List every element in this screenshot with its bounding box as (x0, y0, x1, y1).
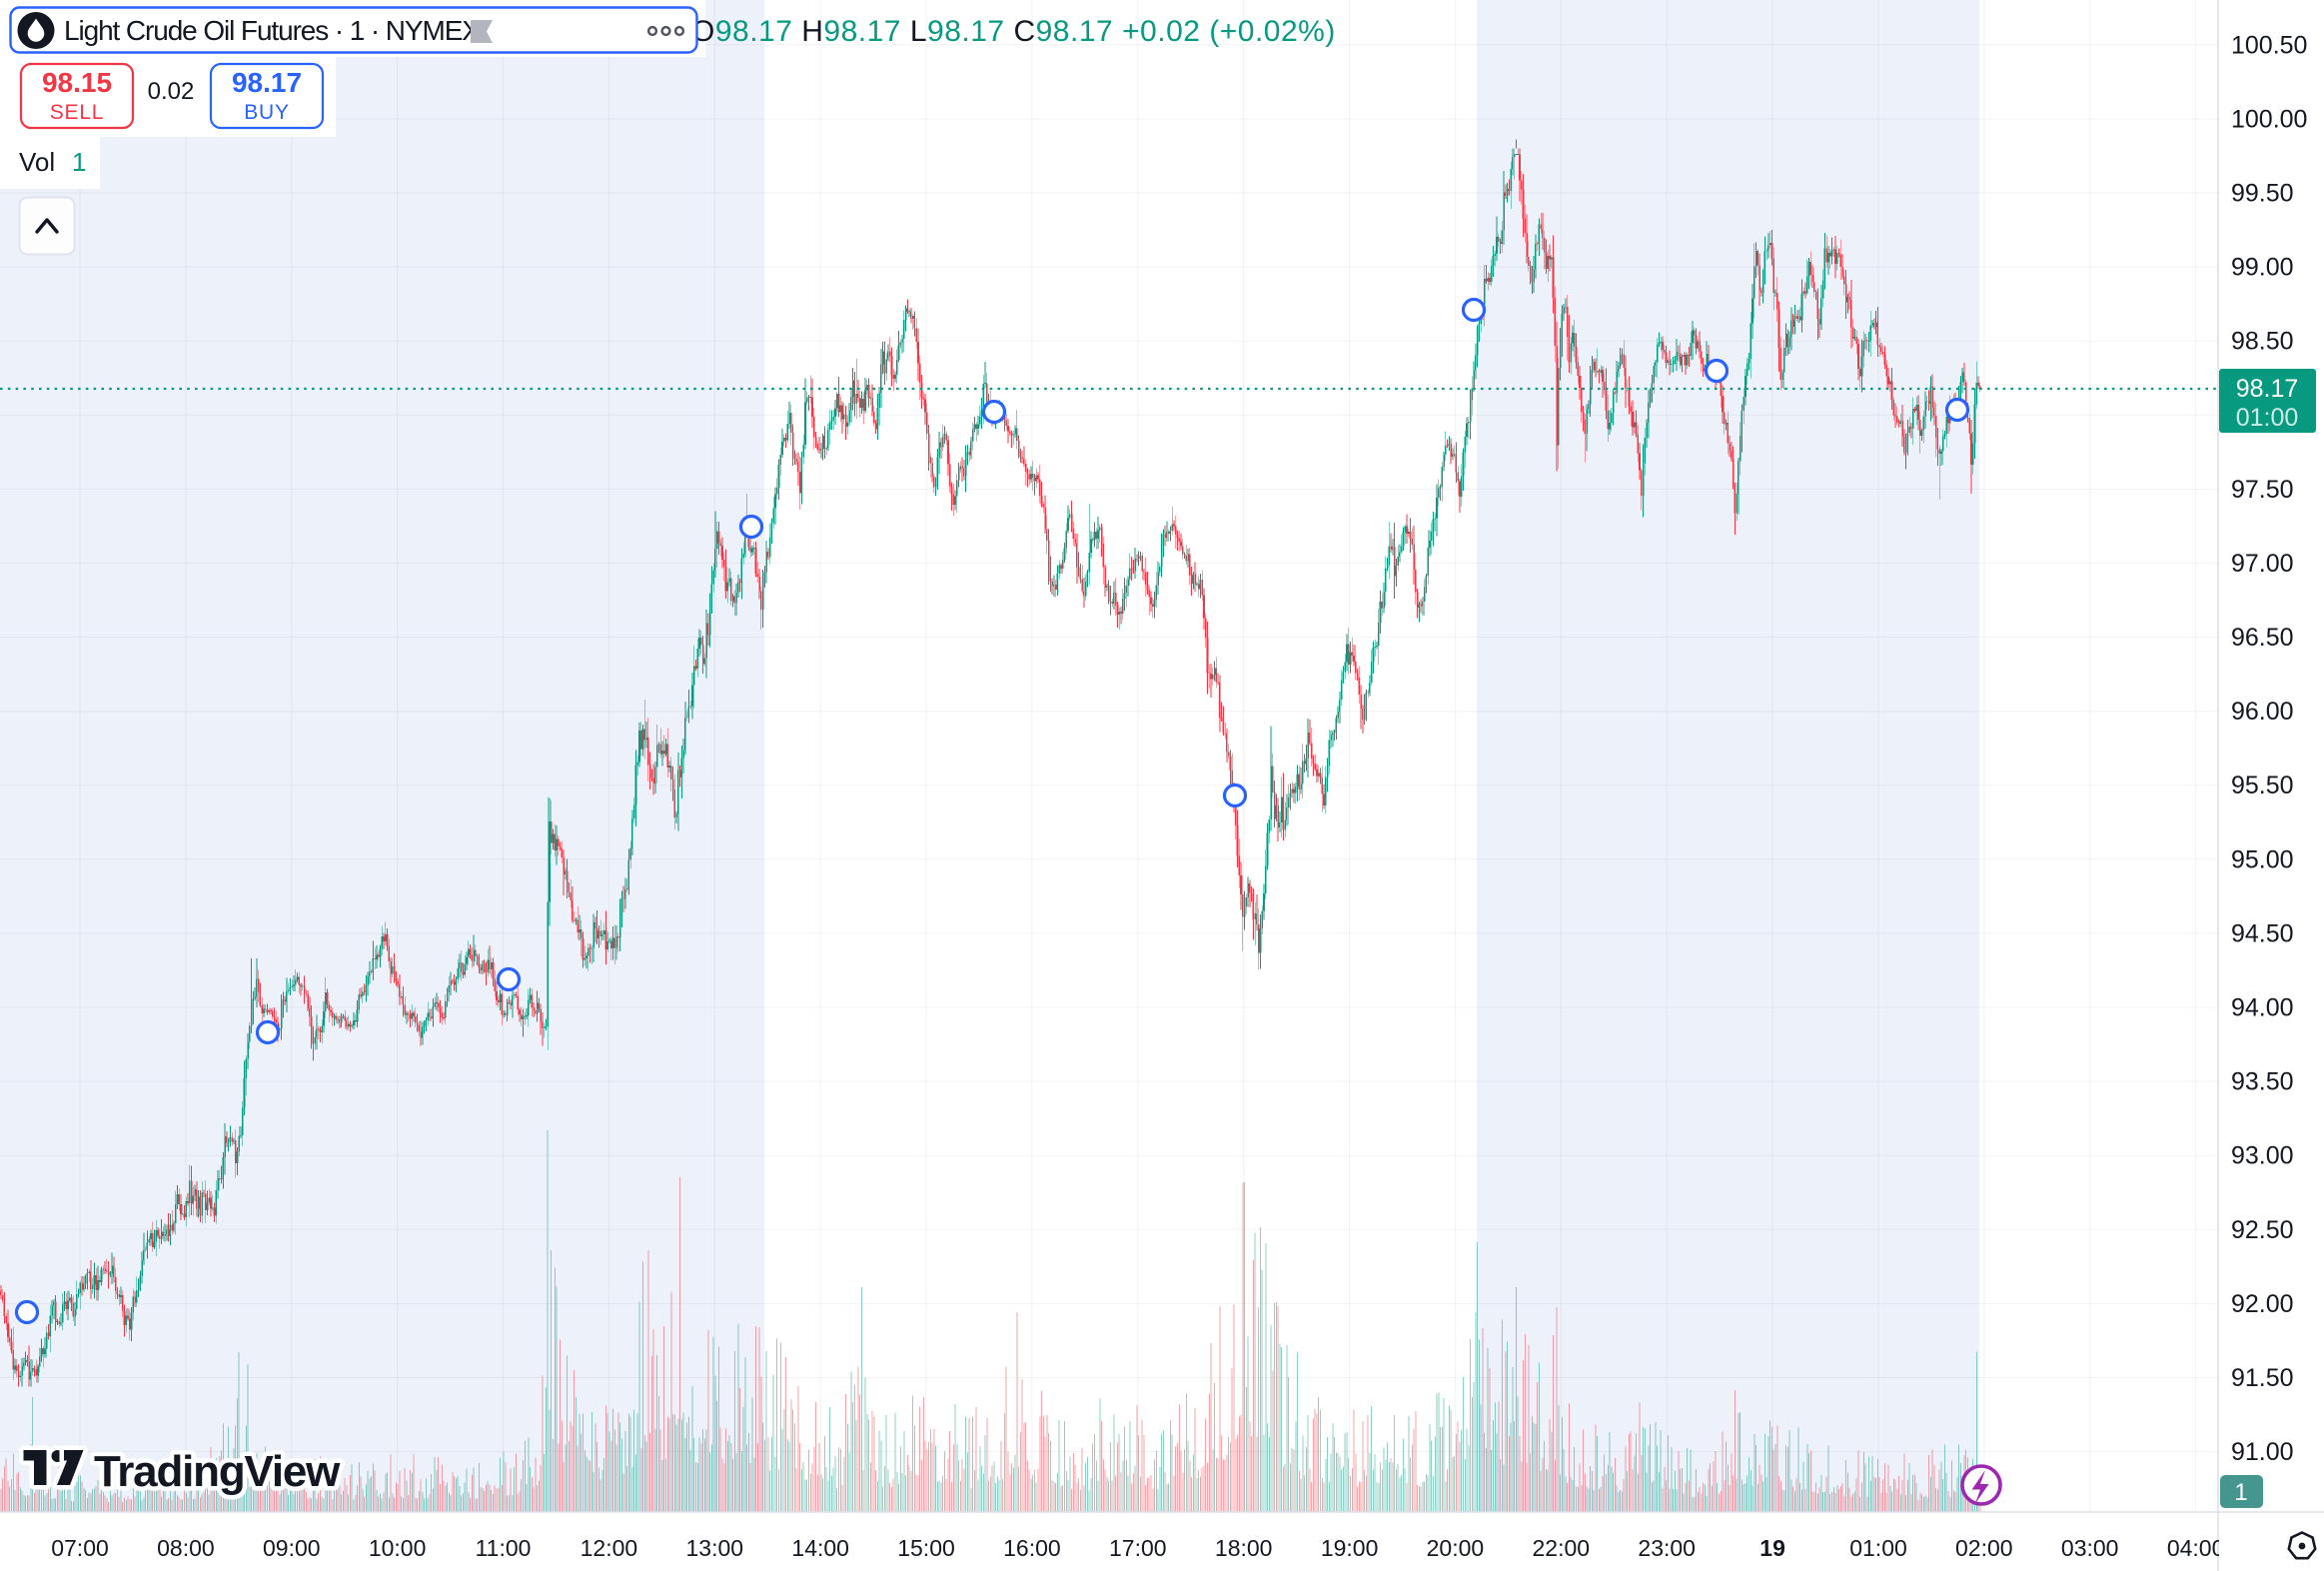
svg-text:01:00: 01:00 (2236, 404, 2299, 432)
svg-text:98.17: 98.17 (2236, 375, 2299, 403)
svg-text:TradingView: TradingView (94, 1447, 341, 1496)
svg-text:23:00: 23:00 (1638, 1535, 1696, 1561)
svg-text:99.50: 99.50 (2231, 180, 2294, 208)
svg-text:20:00: 20:00 (1427, 1535, 1485, 1561)
svg-text:98.17: 98.17 (232, 67, 302, 98)
svg-text:11:00: 11:00 (476, 1535, 532, 1561)
svg-text:18:00: 18:00 (1215, 1535, 1273, 1561)
svg-text:01:00: 01:00 (1849, 1535, 1907, 1561)
svg-text:98.50: 98.50 (2231, 328, 2294, 356)
svg-text:94.00: 94.00 (2231, 994, 2294, 1022)
svg-text:1: 1 (2234, 1479, 2247, 1506)
svg-text:95.00: 95.00 (2231, 845, 2294, 873)
svg-text:93.00: 93.00 (2231, 1142, 2294, 1170)
svg-text:13:00: 13:00 (686, 1535, 744, 1561)
svg-text:19:00: 19:00 (1321, 1535, 1379, 1561)
svg-text:09:00: 09:00 (263, 1535, 321, 1561)
svg-text:07:00: 07:00 (51, 1535, 109, 1561)
svg-text:SELL: SELL (50, 101, 105, 124)
svg-text:0.02: 0.02 (148, 78, 195, 105)
svg-text:10:00: 10:00 (369, 1535, 427, 1561)
svg-text:92.50: 92.50 (2231, 1216, 2294, 1244)
svg-text:02:00: 02:00 (1955, 1535, 2013, 1561)
svg-text:14:00: 14:00 (791, 1535, 849, 1561)
svg-text:08:00: 08:00 (157, 1535, 215, 1561)
svg-text:94.50: 94.50 (2231, 919, 2294, 947)
svg-text:92.00: 92.00 (2231, 1290, 2294, 1318)
svg-text:04:00: 04:00 (2167, 1535, 2225, 1561)
svg-text:95.50: 95.50 (2231, 772, 2294, 799)
svg-text:97.00: 97.00 (2231, 550, 2294, 578)
svg-text:100.00: 100.00 (2231, 105, 2307, 133)
svg-text:1: 1 (72, 147, 86, 177)
svg-text:96.00: 96.00 (2231, 698, 2294, 726)
svg-text:17:00: 17:00 (1109, 1535, 1167, 1561)
svg-text:96.50: 96.50 (2231, 624, 2294, 652)
svg-text:16:00: 16:00 (1003, 1535, 1061, 1561)
svg-text:03:00: 03:00 (2061, 1535, 2119, 1561)
svg-text:93.50: 93.50 (2231, 1068, 2294, 1096)
svg-text:22:00: 22:00 (1533, 1535, 1591, 1561)
svg-text:O98.17 H98.17 L98.17 C98.17 +0: O98.17 H98.17 L98.17 C98.17 +0.02 (+0.02… (691, 15, 1336, 48)
svg-text:100.50: 100.50 (2231, 31, 2307, 59)
svg-text:98.15: 98.15 (42, 67, 112, 98)
svg-text:99.00: 99.00 (2231, 254, 2294, 282)
svg-text:Vol: Vol (19, 147, 55, 177)
svg-text:Light Crude Oil Futures · 1 ·: Light Crude Oil Futures · 1 · NYMEX (64, 15, 481, 46)
svg-text:BUY: BUY (244, 101, 290, 124)
svg-text:97.50: 97.50 (2231, 476, 2294, 504)
svg-text:12:00: 12:00 (581, 1535, 638, 1561)
svg-text:15:00: 15:00 (897, 1535, 955, 1561)
svg-text:19: 19 (1759, 1535, 1785, 1561)
svg-text:91.50: 91.50 (2231, 1364, 2294, 1392)
svg-text:91.00: 91.00 (2231, 1438, 2294, 1466)
